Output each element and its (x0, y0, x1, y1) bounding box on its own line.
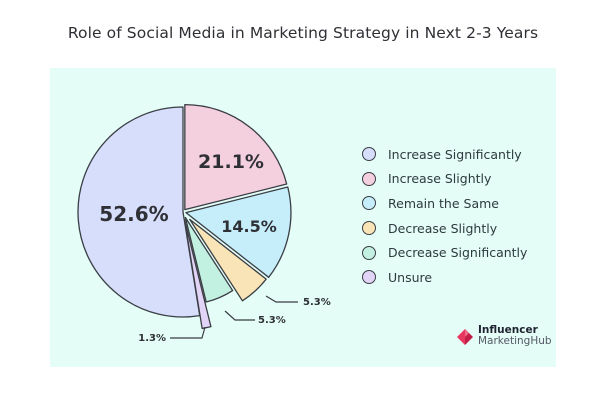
slice-label-increase-slightly: 21.1% (198, 151, 264, 173)
slice-label-remain-the-same: 14.5% (221, 217, 277, 236)
legend-label: Remain the Same (388, 195, 499, 211)
chart-title: Role of Social Media in Marketing Strate… (67, 24, 539, 42)
logo-diamond-icon (457, 329, 473, 345)
slice-label-unsure: 1.3% (138, 333, 166, 344)
influencer-marketing-hub-logo: Influencer MarketingHub (455, 325, 552, 347)
pie-slice-remain-the-same (185, 186, 292, 278)
legend-swatch-icon (362, 245, 376, 260)
pie-slice-decrease-significantly (184, 216, 234, 303)
legend-label: Increase Significantly (388, 146, 522, 162)
legend-item-increase-significantly: Increase Significantly (362, 142, 527, 167)
slice-label-decrease-significantly: 5.3% (258, 315, 286, 326)
legend-item-unsure: Unsure (362, 265, 527, 290)
legend-label: Increase Slightly (388, 171, 492, 187)
pie-slice-unsure (183, 219, 212, 330)
legend-item-decrease-slightly: Decrease Slightly (362, 216, 527, 241)
logo-line-1: Influencer (478, 324, 538, 336)
legend-label: Decrease Slightly (388, 220, 498, 236)
legend-item-remain-the-same: Remain the Same (362, 191, 527, 216)
leader-line (170, 326, 206, 339)
legend-item-decrease-significantly: Decrease Significantly (362, 240, 527, 265)
legend-item-increase-slightly: Increase Slightly (362, 167, 527, 192)
legend-swatch-icon (362, 270, 376, 285)
legend-label: Unsure (388, 269, 433, 285)
pie-slice-increase-slightly (184, 103, 288, 211)
slice-label-decrease-slightly: 5.3% (303, 297, 331, 308)
legend-label: Decrease Significantly (388, 245, 528, 261)
legend-swatch-icon (362, 196, 376, 211)
pie-slice-decrease-slightly (189, 218, 267, 302)
pie-slice-increase-significantly (77, 106, 201, 318)
leader-line (265, 295, 298, 303)
legend-swatch-icon (362, 147, 376, 162)
leader-line (224, 310, 255, 321)
chart-legend: Increase Significantly Increase Slightly… (362, 142, 527, 290)
slice-label-increase-significantly: 52.6% (99, 202, 168, 226)
legend-swatch-icon (362, 171, 376, 186)
logo-line-2: MarketingHub (478, 335, 552, 347)
legend-swatch-icon (362, 221, 376, 236)
